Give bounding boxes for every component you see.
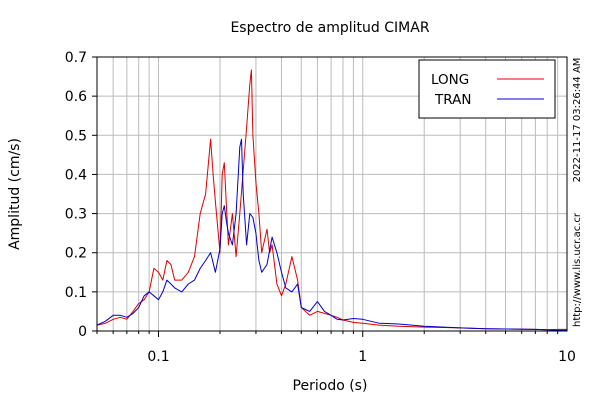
y-tick-label: 0.1 [65, 285, 87, 301]
y-tick-label: 0.2 [65, 246, 87, 262]
x-tick-label: 1 [358, 349, 367, 365]
legend-label-tran: TRAN [434, 92, 471, 108]
y-axis-label: Amplitud (cm/s) [7, 138, 23, 250]
y-tick-label: 0.7 [65, 50, 87, 66]
grid-layer [96, 56, 567, 332]
x-axis-label: Periodo (s) [293, 378, 368, 394]
series-layer [96, 69, 567, 331]
legend: LONG TRAN [418, 59, 556, 119]
url-label: http://www.lis.ucr.ac.cr [572, 212, 583, 327]
series-line-long [96, 69, 567, 331]
y-tick-label: 0 [78, 324, 87, 340]
y-tick-label: 0.4 [65, 167, 87, 183]
y-tick-label: 0.6 [65, 89, 87, 105]
x-tick-label: 0.1 [147, 349, 169, 365]
x-tick-label: 10 [558, 349, 576, 365]
y-tick-label: 0.5 [65, 128, 87, 144]
legend-label-long: LONG [431, 72, 469, 88]
legend-box [418, 59, 556, 119]
chart-title: Espectro de amplitud CIMAR [230, 20, 429, 36]
timestamp-label: 2022-11-17 03:26:44 AM [572, 58, 583, 183]
plot-frame [96, 56, 568, 332]
series-line-tran [96, 138, 567, 331]
ticks-layer: 0.1 1 10 0 0.1 0.2 0.3 0.4 0.5 0.6 0.7 [65, 50, 576, 365]
y-tick-label: 0.3 [65, 207, 87, 223]
